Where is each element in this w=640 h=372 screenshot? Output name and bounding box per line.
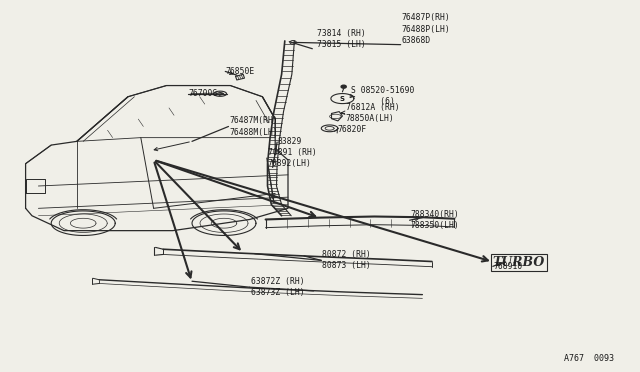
Text: A767  0093: A767 0093 [564,354,614,363]
Text: 76700G: 76700G [189,89,218,98]
Circle shape [341,85,346,88]
Text: 788340(RH)
788350(LH): 788340(RH) 788350(LH) [411,210,460,230]
Text: 63872Z (RH)
63873Z (LH): 63872Z (RH) 63873Z (LH) [251,277,305,297]
Text: 76812A (RH)
78850A(LH): 76812A (RH) 78850A(LH) [346,103,399,123]
Text: 80872 (RH)
80873 (LH): 80872 (RH) 80873 (LH) [322,250,371,270]
Text: S: S [340,96,345,102]
Text: 76487M(RH)
76488M(LH): 76487M(RH) 76488M(LH) [229,116,278,137]
Text: 76487P(RH)
76488P(LH)
63868D: 76487P(RH) 76488P(LH) 63868D [402,13,451,45]
Text: 76820F: 76820F [338,125,367,134]
Text: 73814 (RH)
73815 (LH): 73814 (RH) 73815 (LH) [317,29,365,49]
Text: 76850E: 76850E [226,67,255,76]
Text: S 08520-51690
      (6): S 08520-51690 (6) [351,86,414,106]
Text: 76891 (RH)
76892(LH): 76891 (RH) 76892(LH) [268,148,316,168]
Text: TURBO: TURBO [493,256,545,269]
Text: 83829: 83829 [278,137,302,146]
Text: 768910: 768910 [493,262,523,271]
